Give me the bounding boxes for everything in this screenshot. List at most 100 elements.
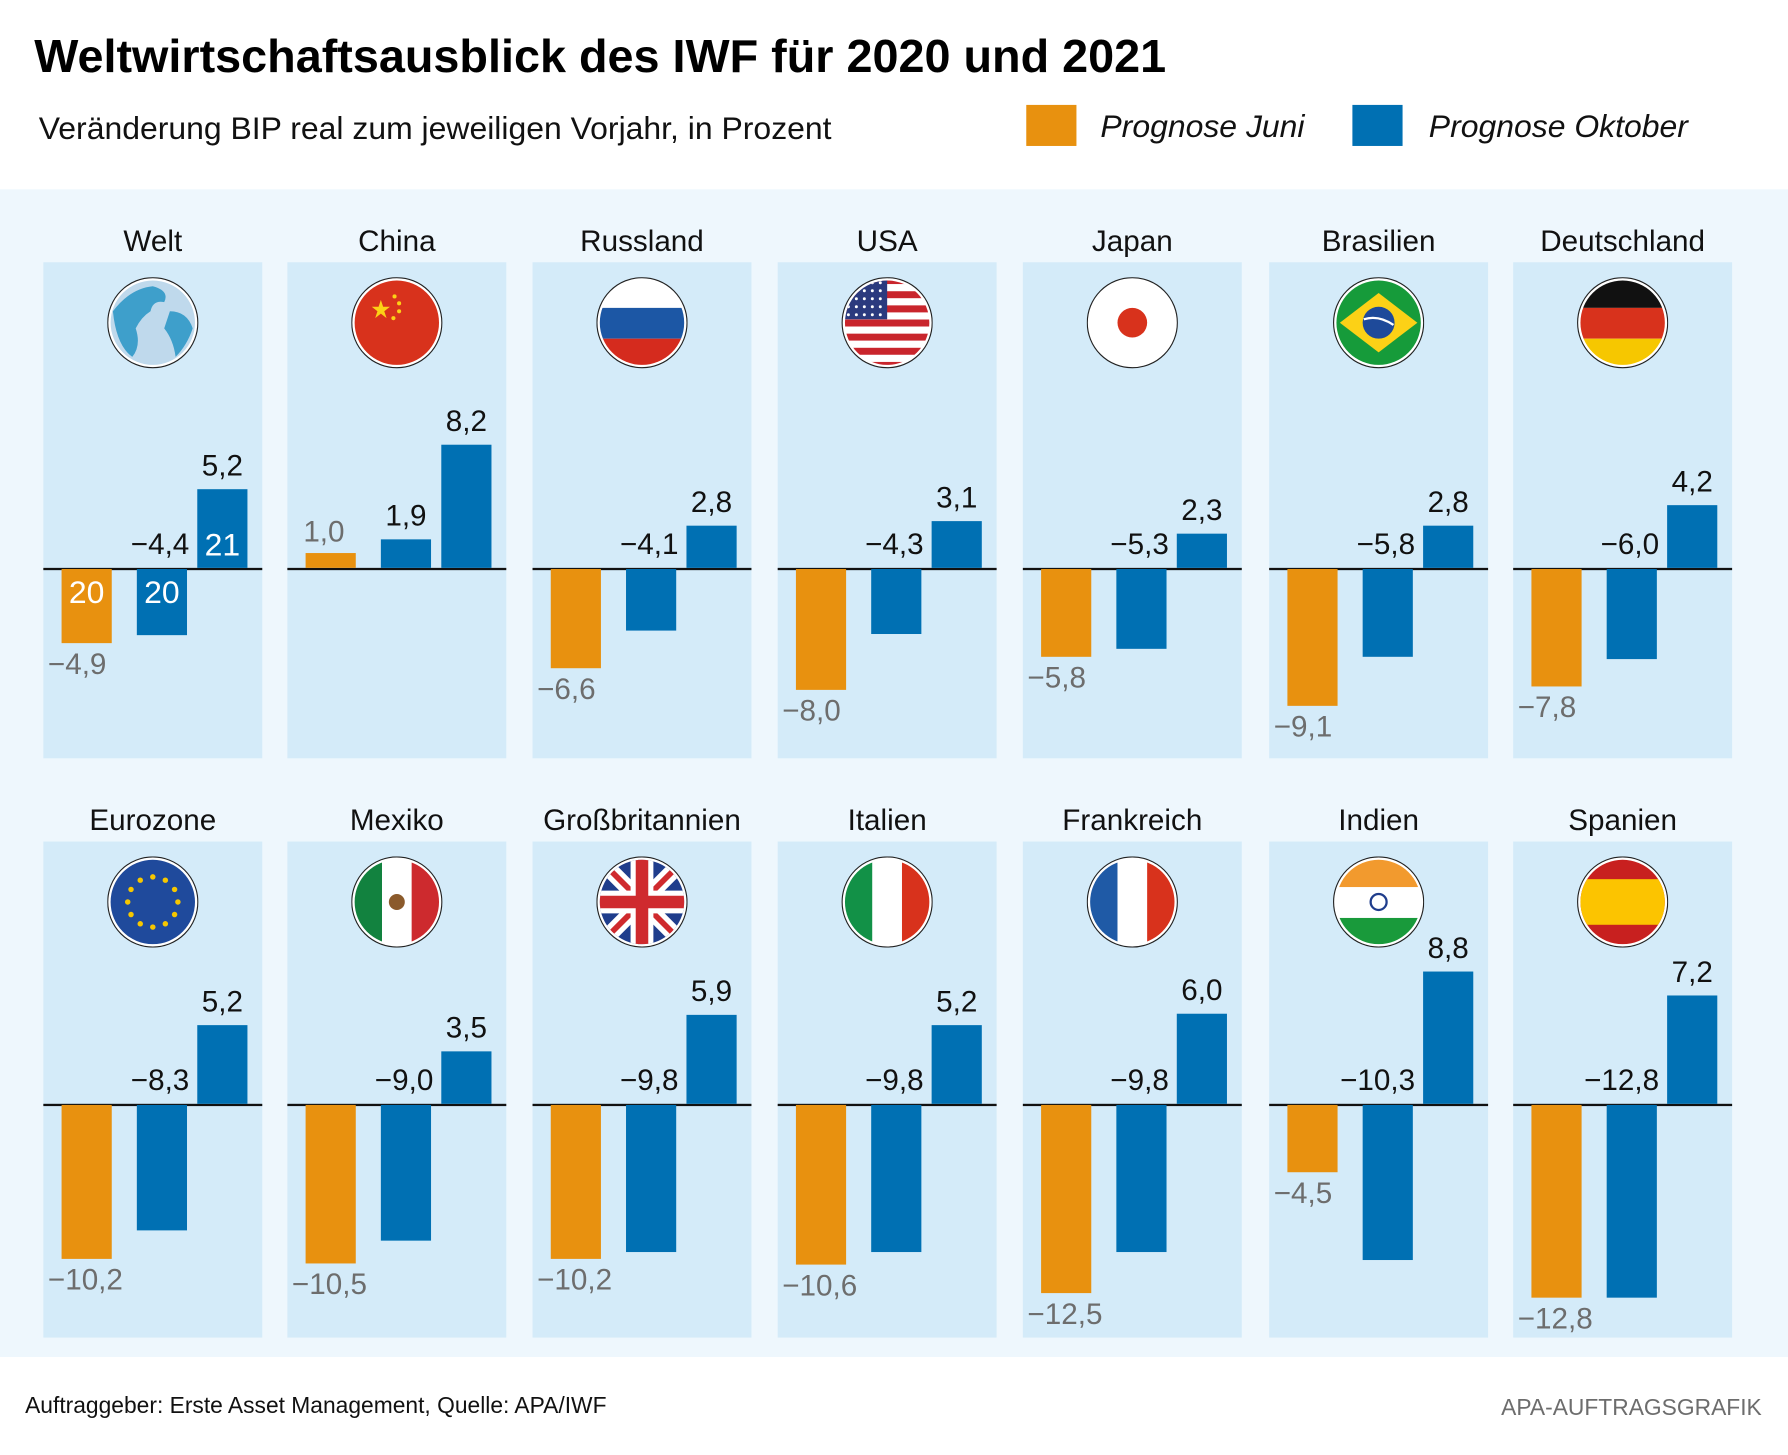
bar-oktober-2020 bbox=[626, 569, 677, 631]
bar-juni-2020 bbox=[1287, 1104, 1338, 1173]
chart-subtitle: Veränderung BIP real zum jeweiligen Vorj… bbox=[38, 110, 832, 146]
panel-title-usa: USA bbox=[856, 223, 918, 258]
bar-oktober-2021 bbox=[1667, 995, 1718, 1104]
bar-juni-2020 bbox=[795, 569, 847, 690]
value-label: 5,2 bbox=[201, 984, 243, 1019]
value-label: −10,3 bbox=[1340, 1062, 1416, 1097]
zero-line bbox=[1513, 567, 1733, 570]
bar-juni-2020 bbox=[305, 1104, 356, 1263]
panel-eurozone: −10,2 −8,3 5,2 bbox=[43, 841, 263, 1338]
year-label: 20 bbox=[68, 574, 105, 611]
chart-title: Weltwirtschaftsausblick des IWF für 2020… bbox=[34, 29, 1167, 83]
bar-oktober-2021 bbox=[1667, 504, 1718, 568]
year-label: 20 bbox=[144, 574, 180, 611]
zero-line bbox=[1269, 567, 1489, 570]
value-label: −4,1 bbox=[619, 526, 679, 562]
eu-flag-icon bbox=[107, 856, 199, 948]
panel-title-japan: Japan bbox=[1091, 223, 1173, 258]
panel-title-mexiko: Mexiko bbox=[349, 802, 444, 837]
value-label: 3,1 bbox=[936, 480, 978, 515]
bar-oktober-2021 bbox=[931, 1025, 982, 1104]
value-label: 2,8 bbox=[690, 484, 733, 519]
value-label: −9,8 bbox=[1110, 1062, 1169, 1097]
panel-china: 1,0 1,9 8,2 bbox=[287, 262, 507, 759]
value-label: 1,9 bbox=[385, 498, 427, 533]
bar-juni-2020 bbox=[550, 1104, 601, 1259]
zero-line bbox=[777, 1103, 997, 1106]
zero-line bbox=[1269, 1103, 1489, 1106]
panel-welt: −4,9 20 −4,4 20 5,2 21 bbox=[43, 262, 263, 759]
bar-oktober-2020 bbox=[1116, 1104, 1167, 1253]
bar-juni-2020 bbox=[61, 1104, 112, 1259]
bar-oktober-2021 bbox=[1423, 525, 1474, 568]
india-flag-icon bbox=[1333, 856, 1425, 948]
panel-deutschland: −7,8 −6,0 4,2 bbox=[1513, 262, 1733, 759]
value-label: 3,5 bbox=[445, 1010, 487, 1045]
bar-oktober-2021 bbox=[197, 489, 248, 568]
value-label: −12,8 bbox=[1584, 1062, 1660, 1097]
germany-flag-icon bbox=[1577, 277, 1669, 369]
value-label: 8,8 bbox=[1427, 930, 1469, 965]
panel-title-indien: Indien bbox=[1338, 802, 1420, 837]
zero-line bbox=[287, 1103, 507, 1106]
bar-oktober-2021 bbox=[686, 1014, 737, 1104]
bar-juni-2020 bbox=[1041, 569, 1092, 657]
source-note: Auftraggeber: Erste Asset Management, Qu… bbox=[25, 1393, 607, 1419]
panel-title-frankreich: Frankreich bbox=[1062, 802, 1203, 837]
panel-frankreich: −12,5 −9,8 6,0 bbox=[1022, 841, 1242, 1338]
value-label: −5,3 bbox=[1110, 526, 1169, 562]
bar-oktober-2020 bbox=[1362, 1104, 1413, 1260]
value-label: −8,0 bbox=[782, 692, 841, 728]
panel-title-eurozone: Eurozone bbox=[89, 802, 217, 837]
legend-swatch-oktober bbox=[1352, 104, 1403, 146]
year-label: 21 bbox=[204, 526, 241, 563]
bar-juni-2020 bbox=[550, 569, 601, 669]
panel-italien: −10,6 −9,8 5,2 bbox=[777, 841, 997, 1338]
panel-brasilien: −9,1 −5,8 2,8 bbox=[1269, 262, 1489, 759]
value-label: 4,2 bbox=[1671, 463, 1713, 498]
bar-oktober-2020 bbox=[1606, 569, 1657, 660]
japan-flag-icon bbox=[1086, 277, 1178, 369]
bar-oktober-2021 bbox=[441, 444, 492, 568]
bar-oktober-2020 bbox=[871, 1104, 922, 1253]
value-label: 7,2 bbox=[1671, 954, 1713, 989]
panel-japan: −5,8 −5,3 2,3 bbox=[1022, 262, 1242, 759]
bar-juni-2020 bbox=[795, 1104, 847, 1265]
bar-juni-2020 bbox=[61, 569, 112, 643]
panel-usa: −8,0 −4,3 3,1 bbox=[777, 262, 997, 759]
legend-label-juni: Prognose Juni bbox=[1100, 108, 1305, 144]
value-label: −9,8 bbox=[619, 1062, 679, 1097]
value-label: −8,3 bbox=[130, 1062, 190, 1097]
zero-line bbox=[43, 567, 263, 570]
uk-flag-icon bbox=[596, 856, 688, 948]
value-label: −5,8 bbox=[1356, 526, 1416, 562]
panel-spanien: −12,8 −12,8 7,2 bbox=[1513, 841, 1733, 1338]
value-label: 6,0 bbox=[1181, 972, 1223, 1007]
value-label: −6,6 bbox=[537, 671, 596, 706]
bar-oktober-2020 bbox=[1116, 569, 1167, 649]
bar-oktober-2020 bbox=[871, 569, 922, 634]
value-label: −12,5 bbox=[1027, 1296, 1103, 1331]
panel-title-italien: Italien bbox=[847, 802, 927, 837]
value-label: −7,8 bbox=[1517, 689, 1577, 725]
zero-line bbox=[43, 1103, 263, 1106]
zero-line bbox=[287, 567, 507, 570]
france-flag-icon bbox=[1086, 856, 1178, 948]
panel-title-spanien: Spanien bbox=[1568, 802, 1678, 837]
legend-swatch-juni bbox=[1026, 104, 1077, 146]
value-label: −9,8 bbox=[865, 1062, 924, 1097]
globe-icon bbox=[107, 277, 199, 369]
value-label: 2,8 bbox=[1427, 484, 1469, 519]
value-label: −10,2 bbox=[47, 1261, 123, 1297]
value-label: 5,2 bbox=[936, 984, 978, 1019]
panel-title-china: China bbox=[358, 223, 436, 258]
bar-oktober-2021 bbox=[686, 525, 737, 568]
russia-flag-icon bbox=[596, 277, 688, 369]
panel-title-deutschland: Deutschland bbox=[1540, 223, 1706, 258]
panel-indien: −4,5 −10,3 8,8 bbox=[1269, 841, 1489, 1338]
bar-oktober-2021 bbox=[1176, 533, 1227, 568]
bar-oktober-2021 bbox=[1423, 971, 1474, 1104]
zero-line bbox=[777, 567, 997, 570]
value-label: −9,1 bbox=[1273, 709, 1333, 744]
